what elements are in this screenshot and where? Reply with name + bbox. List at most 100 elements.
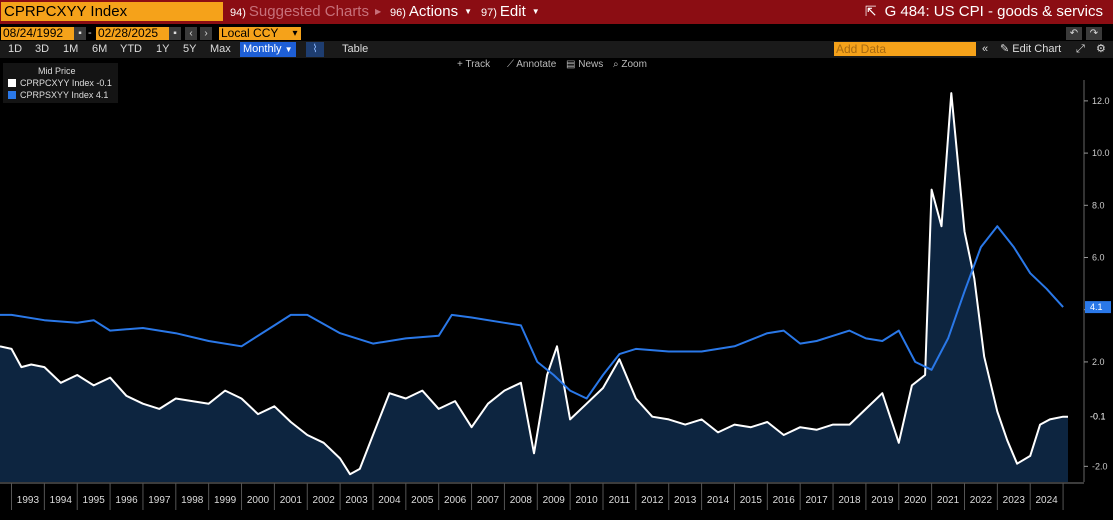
- edit-label: Edit: [499, 3, 526, 20]
- series-line-services[interactable]: [0, 225, 1064, 400]
- caret-down-icon: ▼: [464, 7, 473, 16]
- currency-select[interactable]: Local CCY: [219, 27, 290, 40]
- x-tick-label: 1996: [115, 495, 138, 506]
- legend-title: Mid Price: [38, 66, 76, 76]
- chevron-left-icon[interactable]: ‹: [185, 27, 197, 40]
- x-tick-label: 2009: [543, 495, 566, 506]
- x-tick-label: 2018: [838, 495, 861, 506]
- x-tick-label: 2001: [280, 495, 303, 506]
- x-tick-label: 1994: [50, 495, 73, 506]
- y-tick-label: 12.0: [1092, 96, 1110, 106]
- suggested-charts-number: 94): [230, 7, 246, 19]
- x-tick-label: 2017: [805, 495, 828, 506]
- edit-chart-button[interactable]: ✎ Edit Chart: [1000, 42, 1061, 57]
- table-button[interactable]: Table: [342, 43, 369, 55]
- track-tool[interactable]: + Track: [457, 58, 490, 71]
- x-tick-label: 2006: [444, 495, 467, 506]
- annotate-tool[interactable]: ⟋ Annotate: [507, 58, 556, 71]
- series-line-goods[interactable]: [0, 92, 1068, 476]
- chevron-right-icon[interactable]: ›: [200, 27, 212, 40]
- export-icon[interactable]: ⇱: [864, 3, 877, 19]
- range-1y[interactable]: 1Y: [156, 43, 170, 55]
- actions-number: 96): [390, 7, 406, 19]
- end-date-input[interactable]: 02/28/2025: [96, 27, 170, 40]
- gear-icon[interactable]: ⚙: [1096, 43, 1106, 55]
- x-tick-label: 1997: [148, 495, 171, 506]
- legend-item-services: CPRPSXYY Index 4.1: [8, 90, 108, 100]
- x-tick-label: 2015: [740, 495, 763, 506]
- y-tick-label: 10.0: [1092, 148, 1110, 158]
- suggested-charts-menu[interactable]: 94) Suggested Charts ▶: [230, 2, 381, 21]
- x-tick-label: 2005: [411, 495, 434, 506]
- x-tick-label: 2024: [1036, 495, 1059, 506]
- zoom-tool[interactable]: ⌕ Zoom: [613, 58, 647, 71]
- legend-label-services: CPRPSXYY Index: [20, 90, 94, 100]
- legend: [3, 63, 118, 103]
- legend-label-goods: CPRPCXYY Index: [20, 78, 94, 88]
- range-6m[interactable]: 6M: [92, 43, 108, 55]
- collapse-icon[interactable]: «: [982, 43, 989, 55]
- range-3d[interactable]: 3D: [35, 43, 50, 55]
- x-tick-label: 2014: [707, 495, 730, 506]
- edit-chart-label: Edit Chart: [1012, 43, 1062, 55]
- x-tick-label: 1998: [181, 495, 204, 506]
- range-5y[interactable]: 5Y: [183, 43, 197, 55]
- news-label: News: [578, 59, 604, 70]
- y-tick-label: -2.0: [1092, 461, 1108, 471]
- range-ytd[interactable]: YTD: [120, 43, 142, 55]
- x-tick-label: 2023: [1003, 495, 1026, 506]
- add-data-input[interactable]: Add Data: [834, 42, 976, 56]
- x-tick-label: 1999: [214, 495, 237, 506]
- zoom-label: Zoom: [621, 59, 647, 70]
- y-tick-label: 8.0: [1092, 200, 1105, 210]
- caret-down-icon: ▼: [531, 7, 540, 16]
- actions-menu[interactable]: 96) Actions ▼: [390, 2, 472, 21]
- suggested-charts-label: Suggested Charts: [248, 3, 369, 20]
- last-value-label-goods-box: [1085, 410, 1111, 423]
- edit-menu[interactable]: 97) Edit ▼: [481, 2, 540, 21]
- chart-title-text: G 484: US CPI - goods & servics: [884, 3, 1103, 20]
- series-area-goods: [0, 93, 1068, 482]
- ticker-input[interactable]: CPRPCXYY Index: [1, 2, 223, 21]
- zoom-icon: ⌕: [613, 59, 619, 70]
- pencil-icon: ✎: [1000, 43, 1010, 55]
- currency-caret-icon[interactable]: ▾: [289, 27, 301, 40]
- x-axis-band: [0, 482, 1113, 520]
- range-1m[interactable]: 1M: [63, 43, 79, 55]
- line-chart-icon[interactable]: ⌇: [306, 42, 324, 57]
- x-tick-label: 2013: [674, 495, 697, 506]
- annotate-icon: ⟋: [507, 59, 514, 70]
- date-separator: -: [88, 27, 92, 39]
- news-tool[interactable]: ▤ News: [566, 58, 603, 71]
- x-tick-label: 1995: [83, 495, 106, 506]
- period-select[interactable]: Monthly ▼: [240, 42, 296, 57]
- x-tick-label: 2002: [313, 495, 336, 506]
- calendar-icon[interactable]: ▪: [74, 27, 86, 40]
- x-tick-label: 2008: [510, 495, 533, 506]
- resize-icon[interactable]: ⤢: [1076, 43, 1085, 55]
- undo-icon[interactable]: ↶: [1066, 27, 1082, 40]
- caret-right-icon: ▶: [374, 7, 382, 16]
- start-date-input[interactable]: 08/24/1992: [1, 27, 75, 40]
- x-tick-label: 1993: [17, 495, 40, 506]
- last-value-label-services-box: [1085, 301, 1111, 314]
- edit-number: 97): [481, 7, 497, 19]
- legend-item-goods: CPRPCXYY Index -0.1: [8, 78, 112, 88]
- caret-down-icon: ▼: [284, 45, 293, 54]
- x-tick-label: 2011: [609, 495, 631, 506]
- x-tick-label: 2022: [970, 495, 993, 506]
- period-label: Monthly: [243, 43, 282, 55]
- legend-value-goods: -0.1: [96, 78, 112, 88]
- x-tick-label: 2003: [345, 495, 368, 506]
- redo-icon[interactable]: ↷: [1086, 27, 1102, 40]
- news-icon: ▤: [566, 59, 576, 70]
- range-max[interactable]: Max: [210, 43, 231, 55]
- track-label: Track: [465, 59, 491, 70]
- y-tick-label: 2.0: [1092, 357, 1105, 367]
- range-1d[interactable]: 1D: [8, 43, 23, 55]
- legend-swatch-goods: [8, 79, 16, 87]
- crosshair-icon: +: [457, 59, 463, 70]
- x-tick-label: 2021: [937, 495, 960, 506]
- calendar-icon[interactable]: ▪: [169, 27, 181, 40]
